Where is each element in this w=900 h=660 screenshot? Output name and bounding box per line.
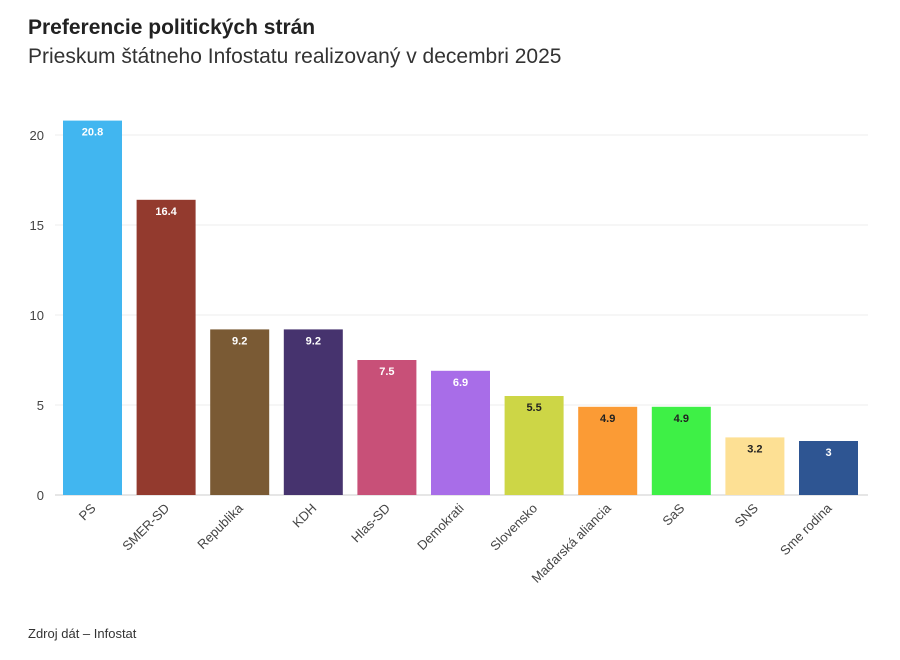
y-tick-label: 0: [37, 488, 44, 503]
x-tick-label: KDH: [289, 501, 319, 531]
x-tick-label: PS: [76, 500, 99, 523]
bar: [725, 437, 785, 495]
bar: [283, 329, 343, 495]
bar: [504, 396, 564, 495]
bar: [63, 120, 122, 495]
bar: [431, 370, 490, 495]
x-tick-label: SMER-SD: [119, 501, 172, 554]
bar: [210, 329, 270, 495]
chart-subtitle: Prieskum štátneho Infostatu realizovaný …: [28, 45, 562, 68]
x-tick-label: Demokrati: [414, 500, 467, 553]
bar: [799, 441, 858, 495]
y-tick-label: 15: [30, 218, 44, 233]
data-label: 5.5: [526, 402, 541, 414]
data-label: 6.9: [453, 377, 468, 389]
x-tick-label: Hlas-SD: [348, 501, 393, 546]
data-label: 7.5: [379, 366, 394, 378]
bar: [136, 199, 196, 496]
source-note: Zdroj dát – Infostat: [28, 626, 137, 641]
data-label: 3: [825, 447, 831, 459]
x-tick-label: SaS: [659, 500, 687, 528]
bar: [578, 406, 638, 495]
data-label: 4.9: [600, 413, 615, 425]
x-tick-label: Maďarská aliancia: [529, 500, 615, 586]
y-tick-label: 10: [30, 308, 44, 323]
bar-chart: 0 5 10 15 20 20.8 PS 16.4 SMER-SD 9.2 Republika 9.2…: [30, 120, 868, 586]
x-tick-label: Slovensko: [487, 501, 540, 554]
data-label: 16.4: [155, 206, 177, 218]
bar: [357, 360, 417, 495]
data-label: 9.2: [232, 335, 247, 347]
data-label: 9.2: [306, 335, 321, 347]
bar: [651, 406, 711, 495]
data-label: 3.2: [747, 443, 762, 455]
chart-title: Preferencie politických strán: [28, 16, 316, 39]
data-label: 20.8: [82, 127, 103, 139]
x-tick-label: Sme rodina: [777, 500, 835, 558]
x-tick-label: SNS: [732, 500, 762, 530]
y-tick-label: 20: [30, 128, 44, 143]
x-tick-label: Republika: [194, 500, 246, 552]
y-tick-label: 5: [37, 398, 44, 413]
data-label: 4.9: [674, 413, 689, 425]
